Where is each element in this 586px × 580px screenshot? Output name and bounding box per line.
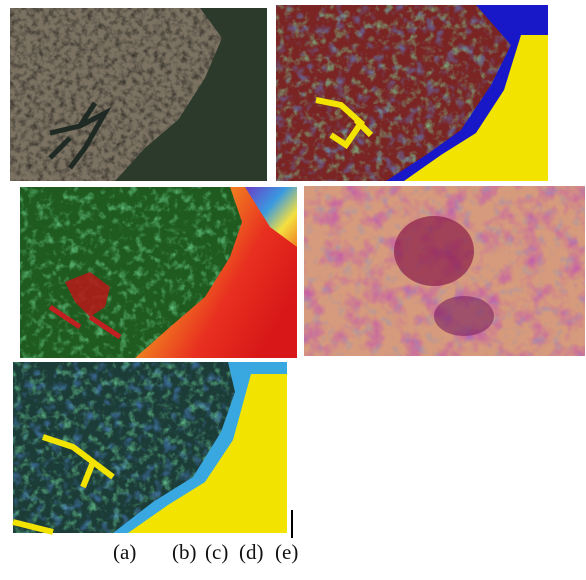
caption: (a) (113, 540, 136, 565)
image-e (13, 362, 287, 533)
image-d (304, 186, 585, 356)
caption: (b) (172, 540, 197, 565)
caption: (c) (205, 540, 228, 565)
image-c (20, 187, 297, 358)
figure-page: (a) (b) (c) (d) (e) (() => { const data … (0, 0, 586, 580)
image-a (10, 8, 267, 181)
caption: (d) (239, 540, 264, 565)
image-b (276, 5, 548, 181)
caption: (e) (275, 540, 298, 565)
figure (0, 0, 586, 580)
